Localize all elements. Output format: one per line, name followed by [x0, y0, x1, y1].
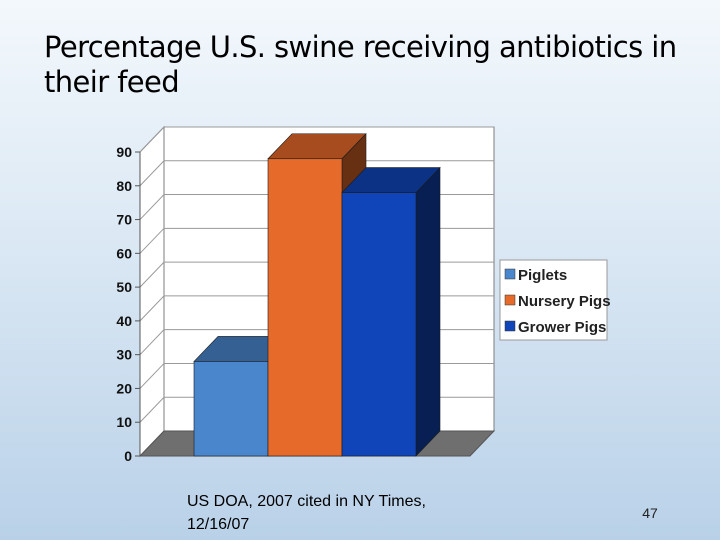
legend-swatch-grower-pigs	[504, 320, 516, 332]
bar-grower-pigs	[341, 166, 441, 457]
legend-swatch-nursery-pigs	[504, 294, 516, 306]
slide-title: Percentage U.S. swine receiving antibiot…	[44, 30, 677, 99]
y-tick-label: 30	[116, 347, 132, 363]
slide-number: 47	[642, 505, 658, 521]
chart-side-wall	[139, 125, 165, 458]
y-tick-label: 10	[116, 414, 132, 430]
source-note: US DOA, 2007 cited in NY Times, 12/16/07	[187, 493, 426, 533]
gridline	[139, 160, 494, 187]
y-tick-label: 0	[124, 448, 132, 464]
legend-label-nursery-pigs: Nursery Pigs	[518, 293, 611, 310]
y-tick-label: 50	[116, 279, 132, 295]
chart-legend: Piglets Nursery Pigs Grower Pigs	[499, 259, 611, 341]
y-tick-label: 80	[116, 178, 132, 194]
y-tick-label: 40	[116, 313, 132, 329]
y-tick-label: 90	[116, 144, 132, 160]
gridline	[139, 126, 494, 153]
bar-front-piglets	[193, 361, 269, 457]
bar-front-nursery-pigs	[267, 158, 343, 457]
bar-side-grower-pigs	[415, 166, 441, 457]
legend-label-grower-pigs: Grower Pigs	[518, 319, 606, 336]
legend-swatch-piglets	[504, 268, 516, 280]
bar-front-grower-pigs	[341, 192, 417, 457]
y-tick-label: 60	[116, 245, 132, 261]
legend-box	[499, 259, 608, 341]
legend-label-piglets: Piglets	[518, 267, 567, 284]
y-tick-label: 70	[116, 212, 132, 228]
y-tick-label: 20	[116, 380, 132, 396]
